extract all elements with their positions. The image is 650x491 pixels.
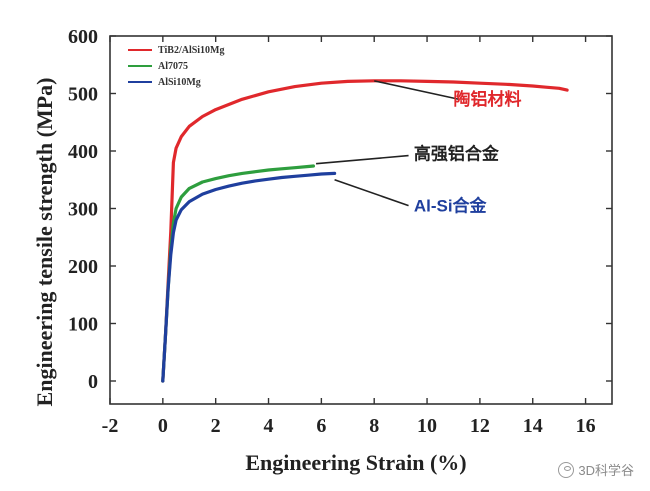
- series-line-al7075: [161, 164, 315, 383]
- x-tick-label: 0: [158, 415, 168, 437]
- x-tick-label: 2: [211, 415, 221, 437]
- wechat-icon: [558, 461, 575, 478]
- x-tick-label: 14: [523, 415, 543, 437]
- y-axis-title: Engineering tensile strength (MPa): [32, 78, 57, 407]
- x-tick-label: 8: [369, 415, 379, 437]
- annotation-label: 陶铝材料: [453, 89, 521, 109]
- x-tick-label: 12: [470, 415, 490, 437]
- y-tick-label: 500: [68, 84, 98, 106]
- annotation-pointer: [334, 178, 409, 207]
- plot-frame: [109, 35, 613, 405]
- y-tick-label: 100: [68, 314, 98, 336]
- watermark: 3D科学谷: [558, 460, 634, 479]
- series-line-alsi10mg: [161, 171, 337, 383]
- x-tick-label: 10: [417, 415, 437, 437]
- y-tick-label: 600: [68, 26, 98, 48]
- x-tick-label: 16: [576, 415, 596, 437]
- x-tick-label: -2: [102, 415, 119, 437]
- annotation-pointer: [316, 154, 409, 165]
- annotation-pointer: [374, 80, 459, 101]
- y-tick-label: 400: [68, 141, 98, 163]
- legend-label: TiB2/AlSi10Mg: [158, 45, 225, 56]
- annotation-label: 高强铝合金: [414, 144, 500, 164]
- x-tick-label: 4: [264, 415, 274, 437]
- watermark-text: 3D科学谷: [578, 463, 634, 478]
- legend-label: Al7075: [158, 61, 188, 72]
- y-tick-label: 300: [68, 199, 98, 221]
- annotation-label: Al-Si合金: [414, 195, 488, 215]
- series-layer: [161, 79, 569, 383]
- x-tick-label: 6: [316, 415, 326, 437]
- series-line-tib2-alsi10mg: [161, 79, 569, 383]
- y-tick-label: 0: [88, 371, 98, 393]
- legend-label: AlSi10Mg: [158, 77, 201, 88]
- y-tick-label: 200: [68, 256, 98, 278]
- legend: TiB2/AlSi10Mg Al7075 AlSi10Mg: [128, 45, 225, 88]
- x-axis-title: Engineering Strain (%): [245, 450, 466, 475]
